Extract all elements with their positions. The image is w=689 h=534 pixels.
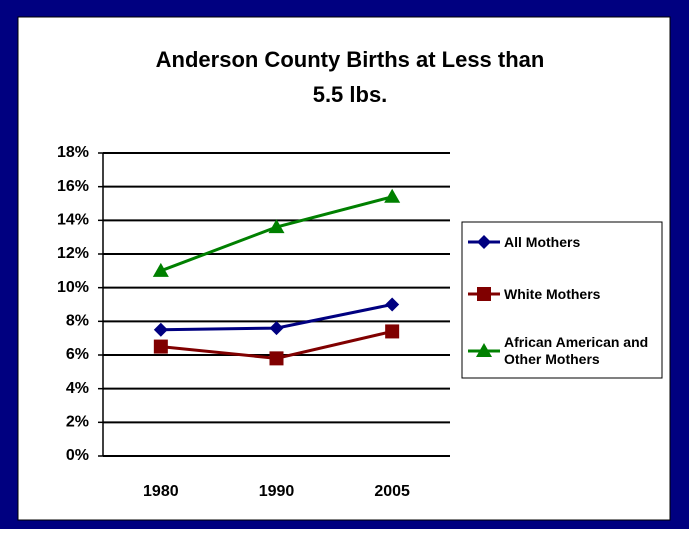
legend-marker bbox=[477, 235, 491, 249]
y-tick-label: 12% bbox=[57, 245, 89, 262]
marker bbox=[384, 188, 401, 203]
legend-marker bbox=[476, 343, 492, 357]
title-box: Anderson County Births at Less than 5.5 … bbox=[155, 47, 545, 107]
marker bbox=[385, 297, 400, 312]
y-tick-label: 8% bbox=[66, 313, 89, 330]
chart-title: Anderson County Births at Less than 5.5 … bbox=[155, 47, 545, 107]
y-tick-label: 14% bbox=[57, 212, 89, 229]
x-tick-label: 2005 bbox=[374, 483, 410, 500]
legend-label-box: White Mothers bbox=[504, 285, 601, 302]
y-tick-label: 6% bbox=[66, 346, 89, 363]
legend-marker bbox=[477, 287, 491, 301]
x-tick-label: 1990 bbox=[259, 483, 295, 500]
legend-label-box: All Mothers bbox=[504, 233, 581, 250]
marker bbox=[385, 324, 400, 339]
marker bbox=[153, 339, 168, 354]
y-tick-label: 18% bbox=[57, 144, 89, 161]
legend-label: African American and Other Mothers bbox=[504, 334, 649, 367]
y-tick-label: 0% bbox=[66, 447, 89, 464]
legend-label: White Mothers bbox=[504, 285, 601, 302]
marker bbox=[269, 321, 284, 336]
legend-label: All Mothers bbox=[504, 233, 581, 250]
marker bbox=[153, 322, 168, 337]
y-tick-label: 10% bbox=[57, 279, 89, 296]
marker bbox=[152, 262, 169, 277]
y-tick-label: 16% bbox=[57, 178, 89, 195]
y-tick-label: 2% bbox=[66, 414, 89, 431]
y-tick-label: 4% bbox=[66, 380, 89, 397]
marker bbox=[268, 219, 285, 234]
legend-label-box: African American and Other Mothers bbox=[504, 334, 649, 367]
marker bbox=[269, 351, 284, 366]
x-tick-label: 1980 bbox=[143, 483, 179, 500]
